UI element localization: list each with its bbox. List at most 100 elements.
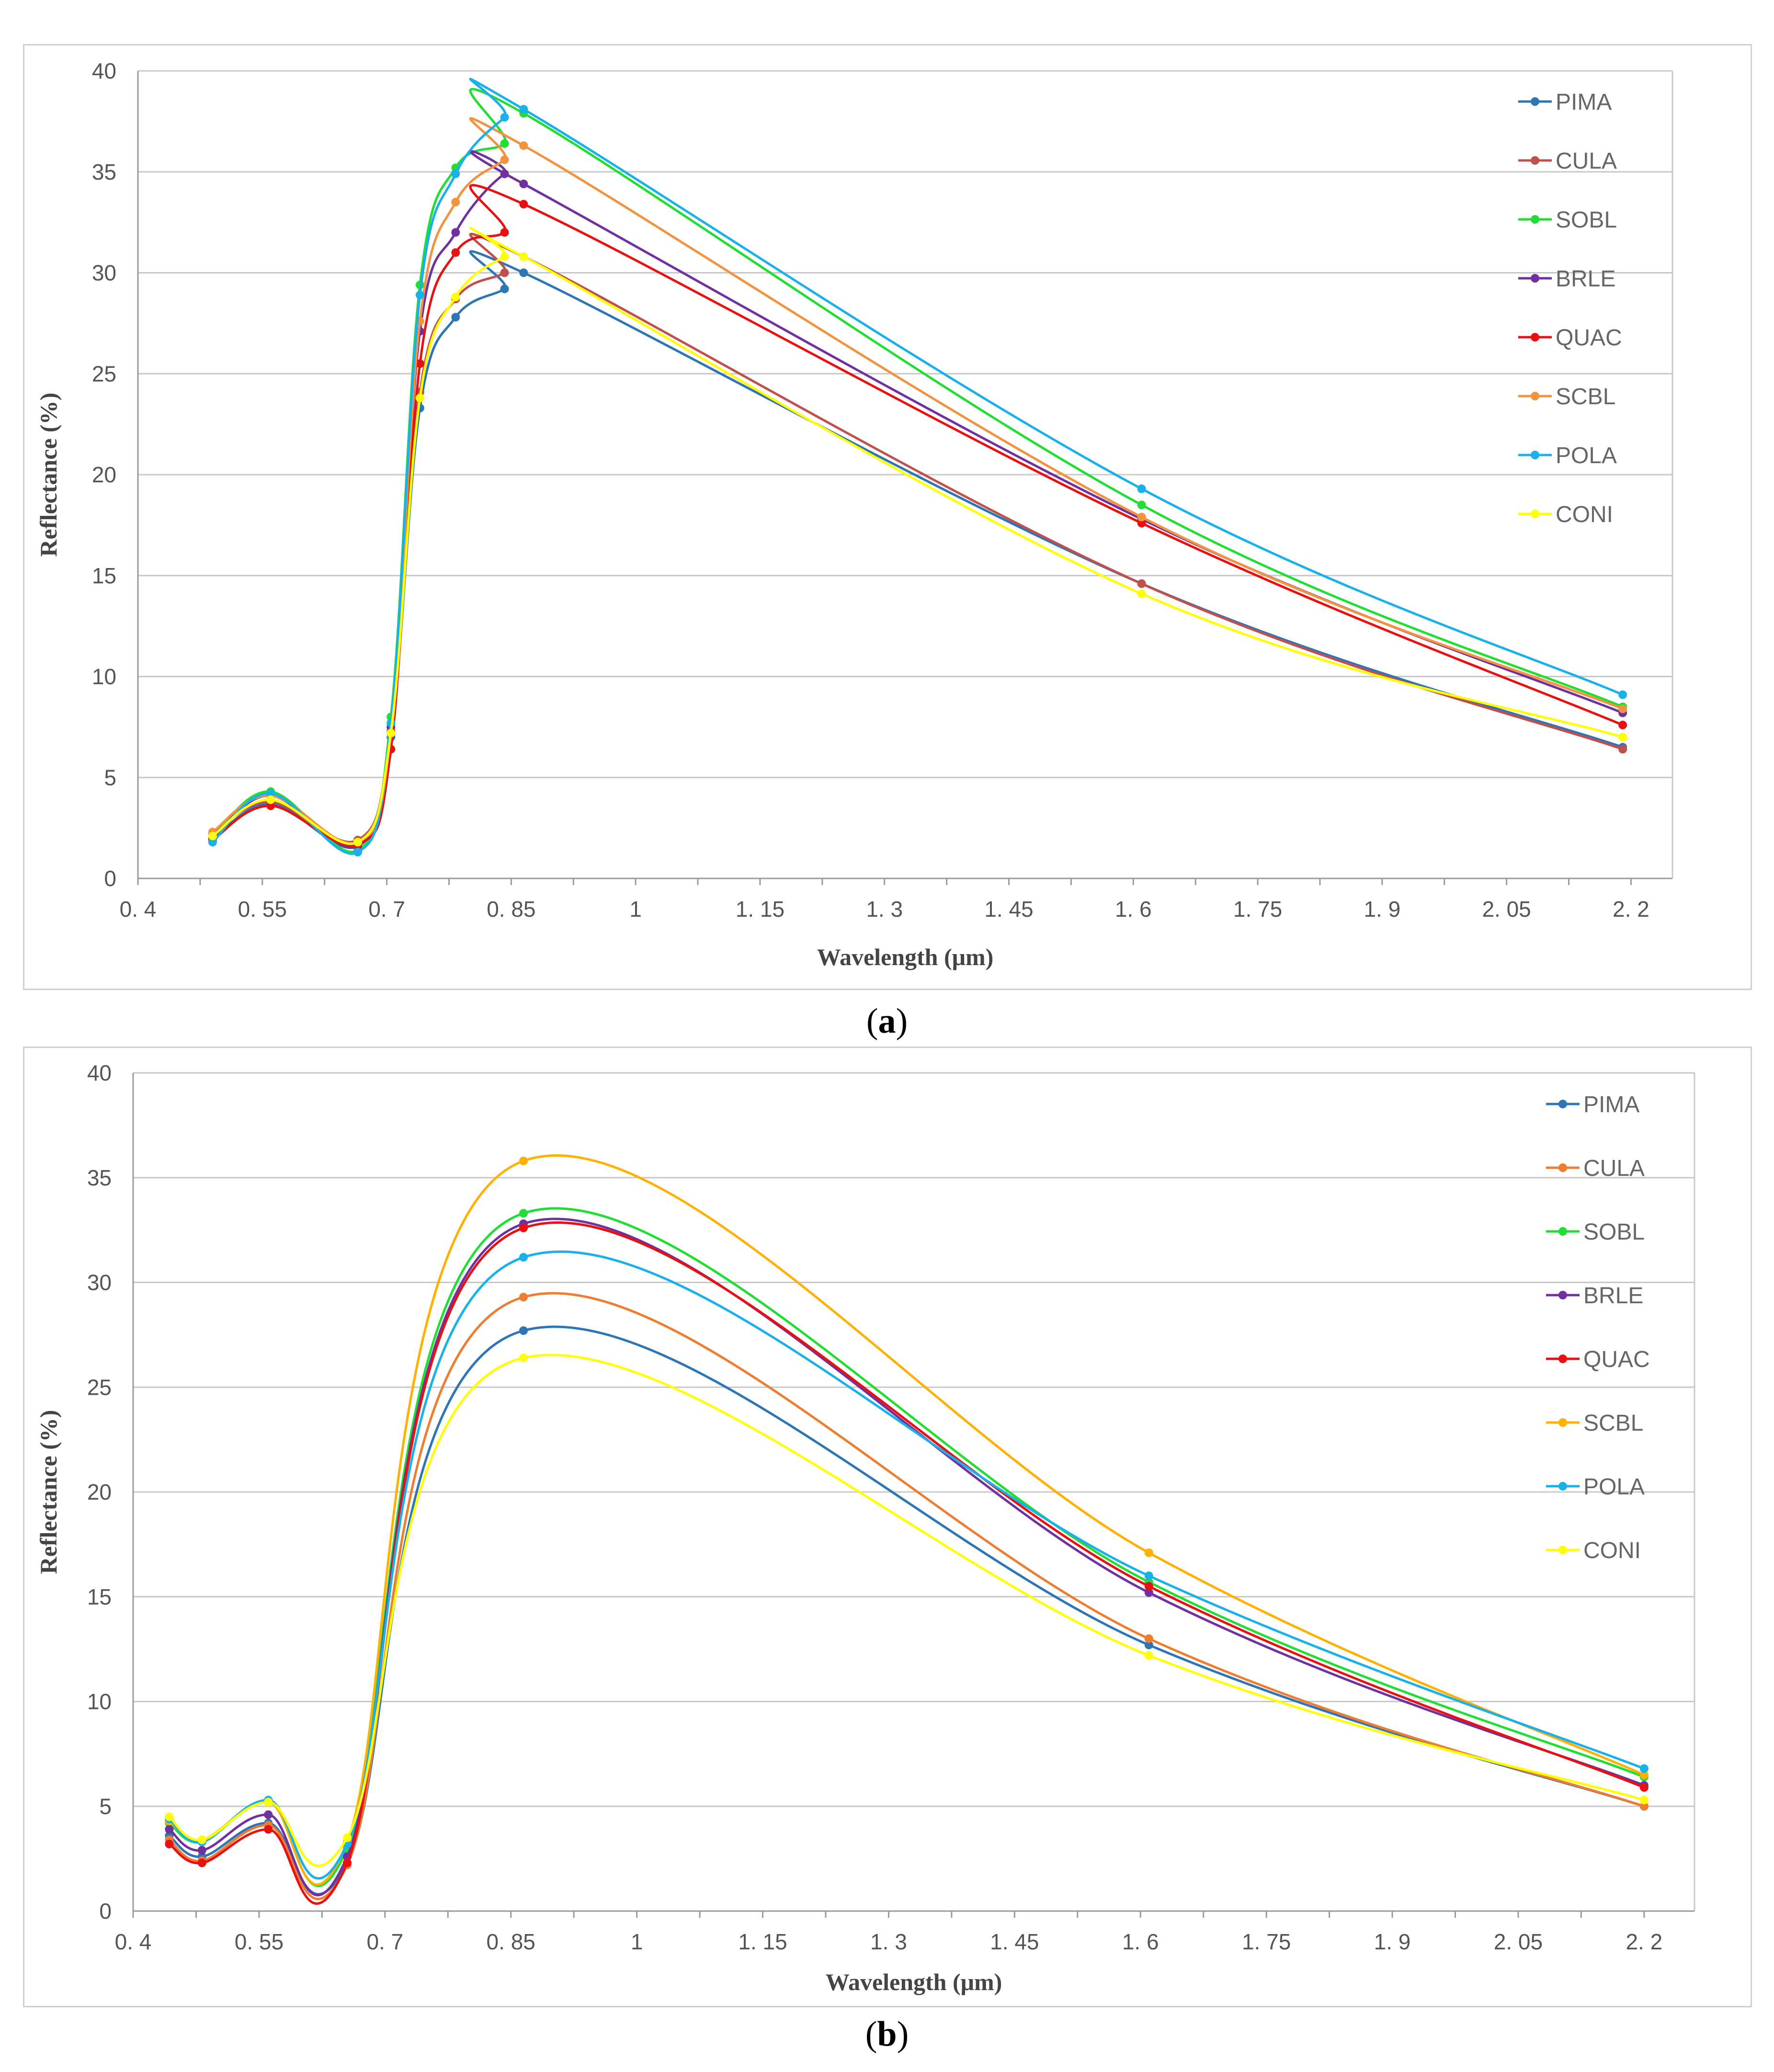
chart-a-series-coni-point	[1137, 589, 1146, 598]
chart-a-series-scbl-point	[500, 155, 509, 164]
chart-a-series-coni-point	[415, 393, 424, 402]
chart-a-series-brle-point	[519, 180, 528, 189]
chart-b-series-quac-point	[1144, 1582, 1153, 1591]
chart-a-series-quac-point	[266, 801, 275, 810]
chart-a-series-scbl-point	[1137, 512, 1146, 522]
chart-a-series-coni-point	[208, 831, 217, 841]
chart-a-series-pola-point	[415, 290, 424, 299]
legend-a-pima-label: PIMA	[1556, 90, 1612, 115]
legend-b-quac-marker	[1558, 1355, 1567, 1363]
chart-a-ytick-label: 10	[92, 664, 116, 689]
legend-a-pima-marker	[1531, 97, 1539, 106]
chart-b-series-scbl-point	[519, 1156, 528, 1165]
legend-b-sobl-label: SOBL	[1583, 1219, 1645, 1245]
legend-b-coni-marker	[1558, 1546, 1567, 1554]
panel-a-frame	[23, 44, 1752, 990]
legend-a-quac-marker	[1531, 333, 1539, 342]
chart-a-xtick-label: 0. 85	[487, 897, 535, 922]
legend-b-brle-marker	[1558, 1291, 1567, 1299]
chart-b-series-coni-point	[165, 1812, 174, 1822]
chart-a-series-pima-point	[451, 313, 460, 322]
chart-a-series-pola-point	[208, 838, 217, 847]
chart-a-series-coni-point	[353, 838, 362, 847]
chart-a-xtick-label: 1. 15	[736, 897, 785, 922]
chart-a-xtick-label: 0. 7	[368, 897, 405, 922]
chart-b-series-scbl-line	[168, 1154, 1645, 1886]
chart-a-xtick-label: 0. 55	[238, 897, 287, 922]
legend-b-coni-label: CONI	[1583, 1538, 1641, 1563]
chart-b-ytick-label: 25	[87, 1375, 112, 1400]
legend-a-scbl-label: SCBL	[1556, 384, 1615, 410]
chart-b-ytick-label: 10	[87, 1689, 112, 1714]
chart-b-xtick-label: 0. 4	[115, 1929, 152, 1954]
chart-b-series-pola-point	[519, 1253, 528, 1262]
legend-a-quac-label: QUAC	[1556, 325, 1622, 351]
chart-a-series-brle-point	[451, 228, 460, 237]
chart-b-ytick-label: 0	[99, 1899, 112, 1924]
chart-b-series-brle-point	[1144, 1588, 1153, 1597]
chart-b-series-cula-point	[1144, 1634, 1153, 1643]
legend-b-brle-label: BRLE	[1583, 1283, 1643, 1309]
legend-b-cula-label: CULA	[1583, 1156, 1645, 1181]
chart-a-ytick-label: 20	[92, 462, 116, 487]
legend-b-sobl-marker	[1558, 1227, 1567, 1236]
legend-a-pola-marker	[1531, 451, 1539, 459]
chart-b-series-cula-point	[519, 1293, 528, 1302]
chart-a-xtick-label: 1. 45	[984, 897, 1033, 922]
legend-a-cula-marker	[1531, 156, 1539, 165]
chart-b-series-quac-point	[197, 1858, 206, 1867]
chart-a-series-cula-point	[1137, 579, 1146, 588]
chart-a-series-pola-point	[500, 113, 509, 122]
chart-a-xtick-label: 1	[629, 897, 642, 922]
chart-a-series-quac-point	[500, 228, 509, 237]
chart-a-series-scbl-point	[519, 141, 528, 150]
chart-a-series-cula-point	[1618, 745, 1627, 754]
legend-a-coni-label: CONI	[1556, 502, 1613, 527]
chart-a-xlabel: Wavelength (μm)	[817, 944, 994, 970]
chart-b-series-quac-point	[1639, 1783, 1649, 1792]
caption-b: (b)	[865, 2015, 909, 2054]
legend-a-cula-label: CULA	[1556, 148, 1617, 174]
legend-b-scbl-label: SCBL	[1583, 1411, 1643, 1436]
chart-a-series-pola-point	[451, 169, 460, 178]
chart-a-series-scbl-point	[1618, 704, 1627, 713]
chart-b-series-brle-point	[264, 1810, 273, 1819]
chart-a-series-pima-point	[519, 268, 528, 277]
chart-a-series-pola-point	[266, 789, 275, 798]
chart-b-xtick-label: 1. 15	[738, 1929, 787, 1954]
chart-a-series-pola-point	[1618, 690, 1627, 699]
chart-b-xtick-label: 1. 6	[1122, 1929, 1159, 1954]
chart-a-series-coni-point	[1618, 732, 1627, 741]
chart-a-series-pima-point	[500, 285, 509, 294]
chart-b-series-cula-point	[1639, 1802, 1649, 1811]
legend-a-scbl-marker	[1531, 392, 1539, 400]
chart-a-ytick-label: 40	[92, 58, 116, 83]
chart-b-series-pima-point	[519, 1326, 528, 1335]
legend-b-quac-label: QUAC	[1583, 1347, 1650, 1372]
chart-a-series-pola-point	[519, 105, 528, 114]
chart-a-series-pola-point	[353, 848, 362, 857]
chart-a-series-quac-point	[1137, 519, 1146, 528]
chart-a-series-coni-point	[451, 293, 460, 302]
chart-a-ylabel: Reflectance (%)	[35, 393, 62, 557]
chart-a-series-coni-point	[519, 252, 528, 261]
chart-b-xlabel: Wavelength (μm)	[826, 1969, 1002, 1995]
chart-a-series-pola-point	[1137, 484, 1146, 493]
chart-b-ylabel: Reflectance (%)	[35, 1410, 62, 1574]
chart-a-series-sobl-point	[500, 139, 509, 148]
chart-b-xtick-label: 0. 55	[235, 1929, 284, 1954]
legend-a-brle-marker	[1531, 274, 1539, 283]
chart-b-series-brle-point	[197, 1846, 206, 1855]
chart-b-xtick-label: 0. 85	[487, 1929, 535, 1954]
chart-a-ytick-label: 5	[104, 765, 116, 790]
chart-b-ytick-label: 35	[87, 1165, 112, 1190]
chart-b-xtick-label: 2. 2	[1626, 1929, 1662, 1954]
chart-b-series-brle-point	[165, 1825, 174, 1834]
chart-a-xtick-label: 2. 2	[1613, 897, 1649, 922]
chart-b-xtick-label: 1	[631, 1929, 643, 1954]
chart-a-xtick-label: 1. 6	[1115, 897, 1152, 922]
chart-b-xtick-label: 1. 3	[870, 1929, 907, 1954]
chart-a-series-quac-point	[415, 359, 424, 368]
chart-a-series-quac-point	[519, 200, 528, 209]
